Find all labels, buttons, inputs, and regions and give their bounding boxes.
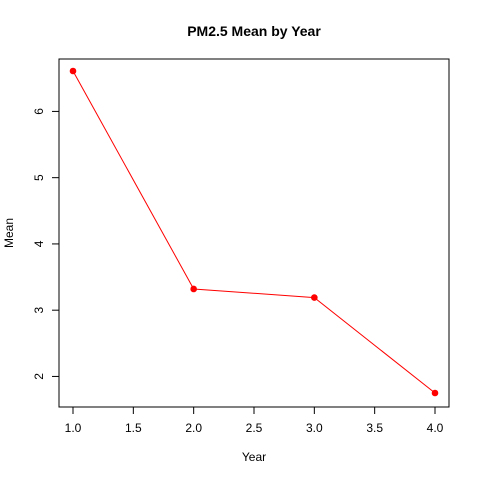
- x-tick-label: 1.5: [125, 421, 142, 435]
- data-point: [431, 389, 439, 397]
- x-tick-label: 1.0: [65, 421, 82, 435]
- x-tick-label: 3.0: [306, 421, 323, 435]
- y-axis-label: Mean: [2, 218, 16, 248]
- data-point: [190, 285, 197, 293]
- data-point: [69, 67, 77, 75]
- x-axis: 1.0 1.5 2.0 2.5 3.0 3.5 4.0: [65, 406, 444, 435]
- series-line: [72, 70, 436, 394]
- x-tick-label: 2.5: [246, 421, 263, 435]
- data-point: [311, 294, 318, 301]
- y-tick-label: 3: [32, 307, 46, 314]
- series-layer: [69, 67, 439, 397]
- y-tick-label: 2: [32, 373, 46, 380]
- y-tick-label: 4: [32, 240, 46, 247]
- x-tick-label: 3.5: [366, 421, 383, 435]
- x-axis-label: Year: [242, 450, 266, 464]
- y-axis: 2 3 4 5 6: [32, 108, 60, 380]
- plot-frame: [58, 58, 450, 408]
- y-tick-label: 6: [32, 108, 46, 115]
- x-tick-label: 4.0: [427, 421, 444, 435]
- y-tick-label: 5: [32, 174, 46, 181]
- chart-title: PM2.5 Mean by Year: [187, 23, 321, 39]
- x-tick-label: 2.0: [185, 421, 202, 435]
